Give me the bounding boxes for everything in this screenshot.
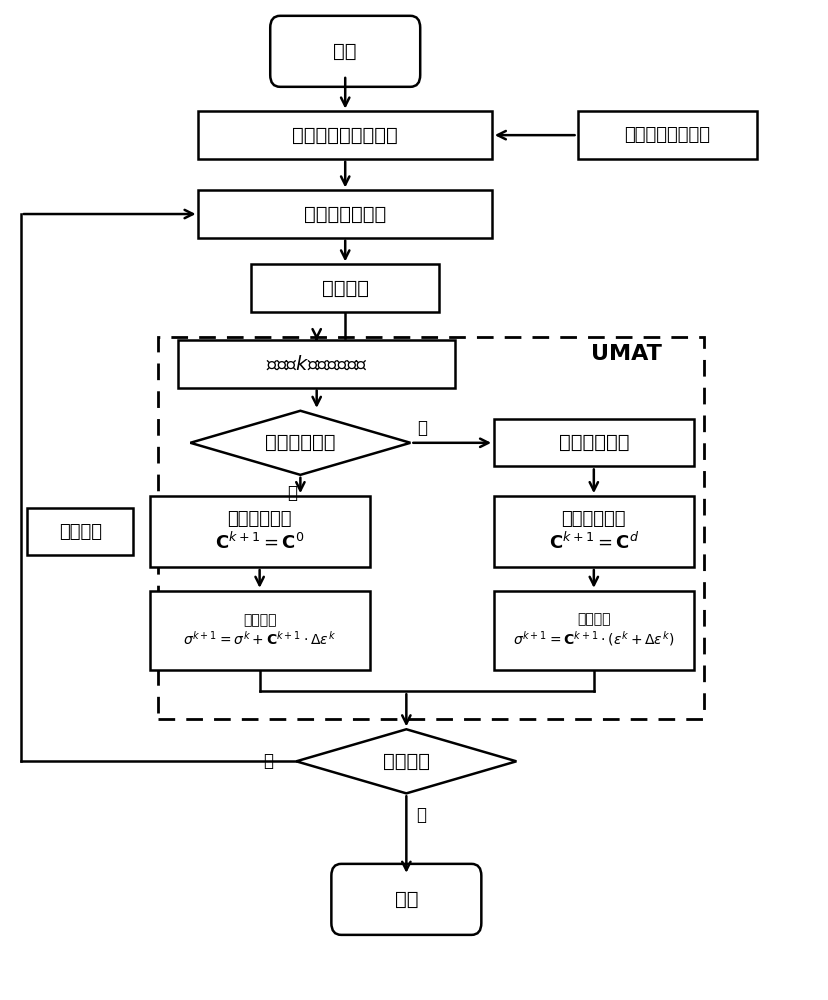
Text: 建立有限元模型: 建立有限元模型 bbox=[304, 205, 386, 224]
Bar bbox=[493, 419, 693, 466]
Bar bbox=[198, 111, 491, 159]
Text: 检查材料失效: 检查材料失效 bbox=[265, 433, 335, 452]
Text: 开始: 开始 bbox=[333, 42, 357, 61]
Bar bbox=[493, 591, 693, 670]
Text: 应力分析: 应力分析 bbox=[321, 278, 368, 297]
Text: UMAT: UMAT bbox=[590, 344, 661, 364]
Bar bbox=[149, 591, 369, 670]
Text: 更新应力
$\sigma^{k+1}=\sigma^k+\mathbf{C}^{k+1}\cdot\Delta\varepsilon^k$: 更新应力 $\sigma^{k+1}=\sigma^k+\mathbf{C}^{… bbox=[183, 613, 335, 648]
Text: 是: 是 bbox=[417, 419, 427, 437]
Text: 结构失效: 结构失效 bbox=[383, 752, 430, 771]
Text: 增大载荷: 增大载荷 bbox=[59, 523, 102, 541]
Text: 否: 否 bbox=[262, 752, 272, 770]
Bar bbox=[198, 190, 491, 238]
Text: 停止: 停止 bbox=[394, 890, 417, 909]
Text: 否: 否 bbox=[286, 484, 297, 502]
Bar bbox=[251, 264, 438, 312]
Bar bbox=[149, 496, 369, 567]
Text: 更新应力
$\sigma^{k+1}=\mathbf{C}^{k+1}\cdot(\varepsilon^k+\Delta\varepsilon^k)$: 更新应力 $\sigma^{k+1}=\mathbf{C}^{k+1}\cdot… bbox=[513, 612, 674, 648]
Polygon shape bbox=[190, 411, 410, 475]
Bar bbox=[577, 111, 756, 159]
FancyBboxPatch shape bbox=[331, 864, 481, 935]
Text: 提取第$k$增量步的应力: 提取第$k$增量步的应力 bbox=[266, 354, 367, 373]
Text: 是: 是 bbox=[416, 806, 426, 824]
Bar bbox=[27, 508, 133, 555]
Text: 材料刚度退化: 材料刚度退化 bbox=[558, 433, 628, 452]
FancyBboxPatch shape bbox=[270, 16, 420, 87]
Polygon shape bbox=[296, 729, 516, 793]
Text: 计算刚度矩阵
$\mathbf{C}^{k+1}=\mathbf{C}^0$: 计算刚度矩阵 $\mathbf{C}^{k+1}=\mathbf{C}^0$ bbox=[214, 510, 304, 553]
Text: 建立双线性本构模型: 建立双线性本构模型 bbox=[292, 126, 397, 145]
Text: 计算刚度矩阵
$\mathbf{C}^{k+1}=\mathbf{C}^d$: 计算刚度矩阵 $\mathbf{C}^{k+1}=\mathbf{C}^d$ bbox=[548, 510, 638, 553]
Text: 材料应力应变曲线: 材料应力应变曲线 bbox=[623, 126, 710, 144]
Bar bbox=[493, 496, 693, 567]
Bar bbox=[178, 340, 455, 388]
